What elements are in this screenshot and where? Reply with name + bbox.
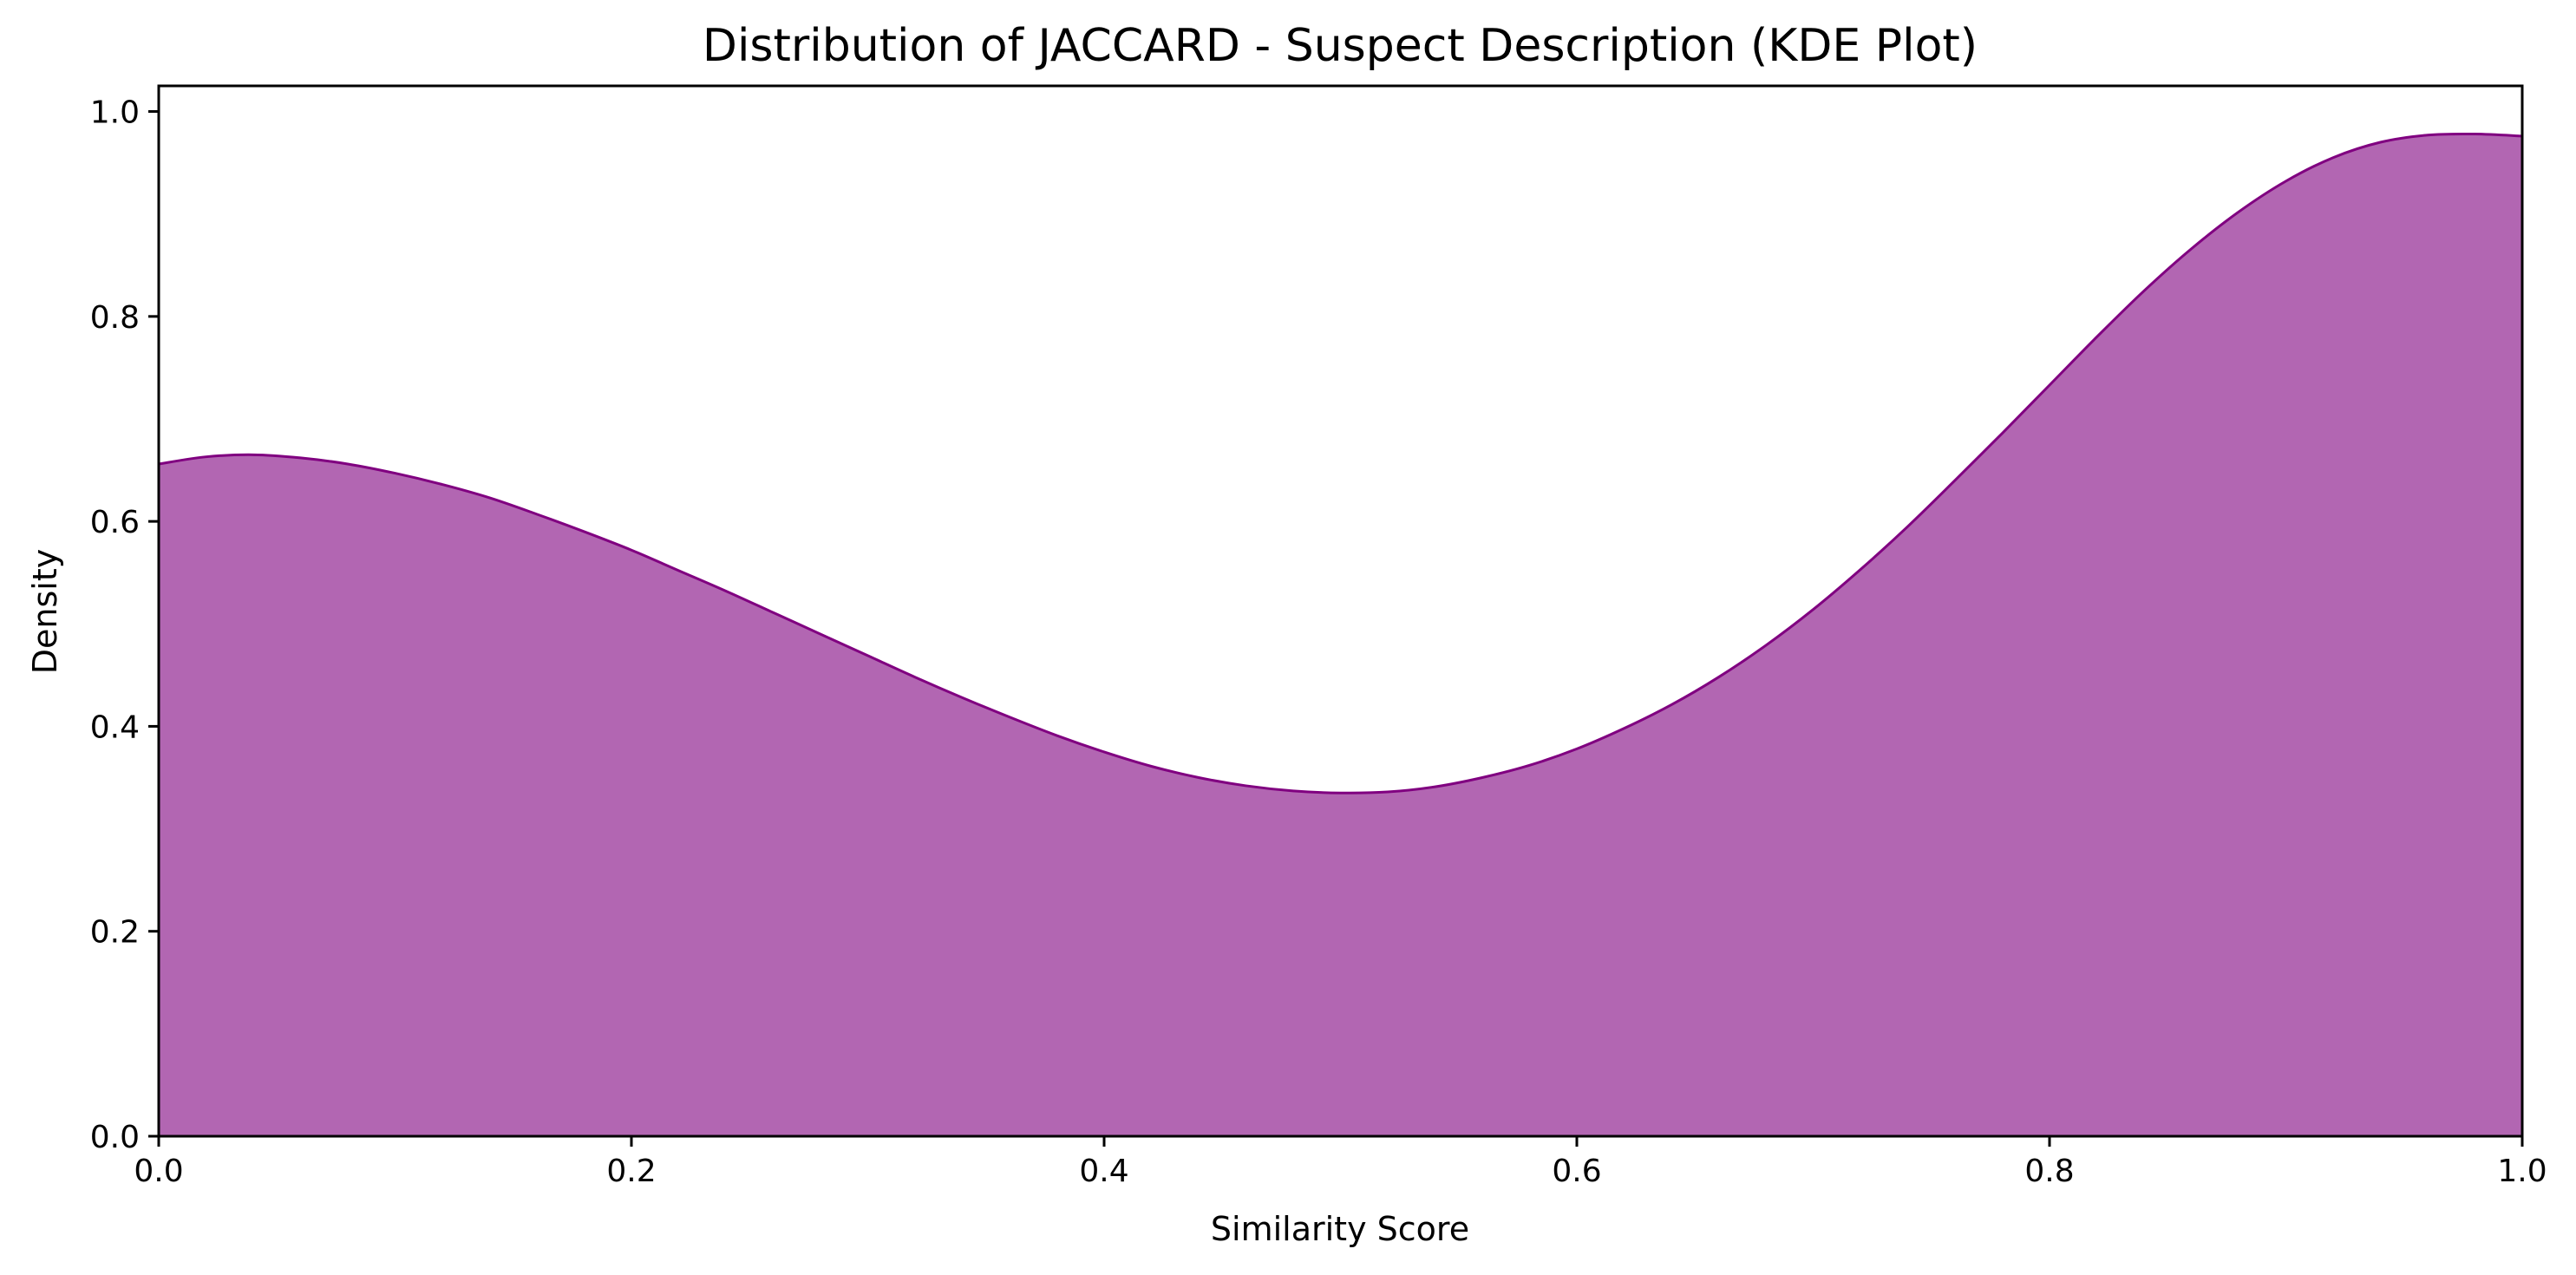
x-axis-label: Similarity Score xyxy=(1211,1210,1469,1248)
y-tick-label: 0.2 xyxy=(90,915,140,951)
x-tick-label: 0.4 xyxy=(1079,1154,1128,1189)
plot-area xyxy=(158,132,2523,1137)
x-tick-label: 0.6 xyxy=(1552,1154,1601,1189)
y-tick-label: 0.4 xyxy=(90,709,140,745)
x-tick-label: 1.0 xyxy=(2497,1154,2547,1189)
x-tick-label: 0.8 xyxy=(2024,1154,2074,1189)
plot-frame xyxy=(157,84,2524,1138)
y-axis: 0.0 0.2 0.4 0.6 0.8 1.0 xyxy=(90,95,159,1155)
y-axis-label: Density xyxy=(26,549,64,674)
y-tick-label: 0.6 xyxy=(90,505,140,540)
x-tick-label: 0.0 xyxy=(134,1154,183,1189)
y-tick-label: 1.0 xyxy=(90,95,140,131)
kde-area-fill xyxy=(159,134,2522,1137)
x-tick-label: 0.2 xyxy=(606,1154,656,1189)
y-tick-label: 0.0 xyxy=(90,1120,140,1155)
x-axis: 0.0 0.2 0.4 0.6 0.8 1.0 xyxy=(134,1136,2547,1189)
chart-title: Distribution of JACCARD - Suspect Descri… xyxy=(703,20,1978,72)
kde-density-line xyxy=(158,132,2523,794)
y-tick-label: 0.8 xyxy=(90,300,140,336)
